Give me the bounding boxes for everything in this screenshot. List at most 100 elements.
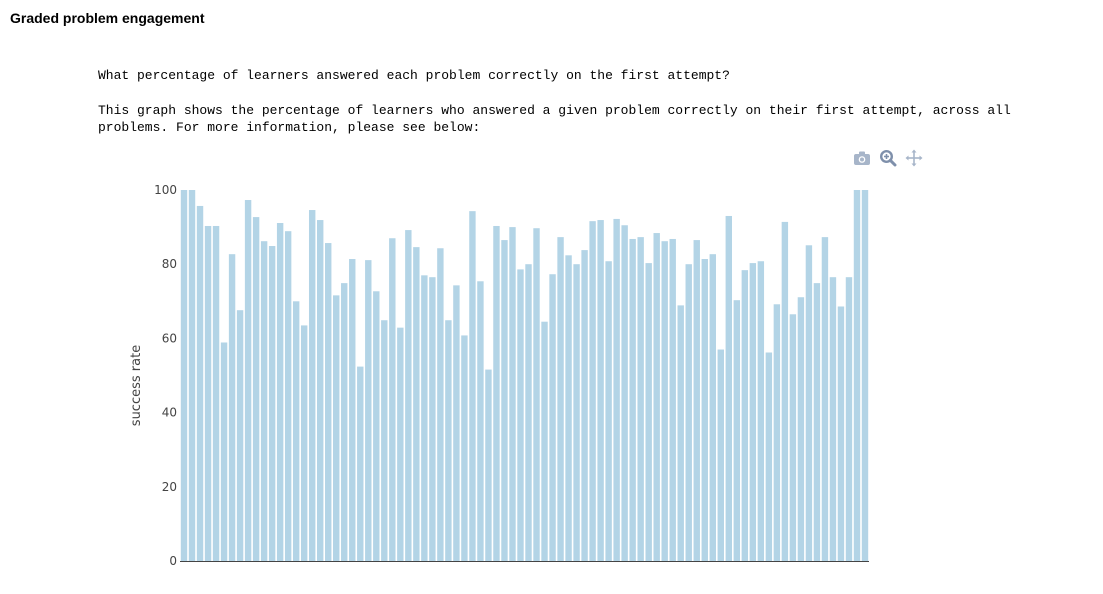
bar-13[interactable] [276, 223, 284, 561]
bar-32[interactable] [429, 277, 436, 561]
bar-16[interactable] [300, 325, 308, 561]
bar-24[interactable] [365, 260, 372, 561]
bar-64[interactable] [685, 264, 692, 561]
bar-7[interactable] [228, 254, 236, 561]
bar-86[interactable] [861, 190, 869, 561]
bar-62[interactable] [669, 238, 676, 561]
bar-40[interactable] [493, 225, 500, 562]
bar-85[interactable] [853, 190, 861, 561]
bar-22[interactable] [349, 259, 356, 561]
bar-5[interactable] [212, 225, 220, 562]
bar-2[interactable] [188, 190, 196, 561]
bar-52[interactable] [589, 221, 596, 561]
bar-11[interactable] [260, 241, 268, 561]
bar-28[interactable] [397, 327, 404, 561]
bar-34[interactable] [445, 320, 452, 561]
bar-10[interactable] [252, 217, 260, 561]
bar-25[interactable] [373, 291, 380, 561]
bar-19[interactable] [325, 243, 332, 562]
bar-68[interactable] [717, 349, 724, 561]
y-tick-label-100: 100 [154, 183, 177, 197]
bar-41[interactable] [501, 240, 508, 561]
bar-83[interactable] [837, 306, 845, 561]
bar-74[interactable] [765, 352, 773, 562]
bar-57[interactable] [629, 238, 636, 561]
bar-18[interactable] [317, 220, 324, 562]
bar-58[interactable] [637, 237, 644, 561]
bar-43[interactable] [517, 269, 524, 561]
bar-36[interactable] [461, 335, 468, 561]
bar-82[interactable] [829, 277, 837, 561]
bar-3[interactable] [196, 205, 204, 561]
bar-35[interactable] [453, 285, 460, 561]
bar-65[interactable] [693, 240, 700, 561]
bar-15[interactable] [292, 301, 300, 561]
bar-79[interactable] [805, 245, 813, 561]
bar-21[interactable] [341, 283, 348, 561]
bar-4[interactable] [204, 225, 212, 562]
bar-6[interactable] [220, 342, 228, 561]
bar-14[interactable] [284, 231, 292, 561]
bar-42[interactable] [509, 227, 516, 561]
y-tick-label-40: 40 [162, 406, 177, 420]
bar-47[interactable] [549, 274, 556, 561]
bar-31[interactable] [421, 275, 428, 561]
bar-67[interactable] [709, 254, 716, 561]
bar-81[interactable] [821, 237, 829, 561]
bar-17[interactable] [308, 210, 316, 561]
bar-50[interactable] [573, 264, 580, 561]
bar-54[interactable] [605, 261, 612, 561]
bar-9[interactable] [244, 200, 252, 561]
bar-71[interactable] [741, 270, 749, 561]
bars-group [180, 190, 869, 562]
section-title: Graded problem engagement [10, 10, 205, 26]
bar-73[interactable] [757, 261, 765, 561]
bar-48[interactable] [557, 237, 564, 561]
bar-59[interactable] [645, 263, 652, 561]
bar-75[interactable] [773, 304, 781, 561]
bar-29[interactable] [405, 230, 412, 561]
bar-76[interactable] [781, 221, 789, 561]
camera-icon[interactable] [852, 148, 872, 168]
bar-23[interactable] [357, 366, 364, 561]
y-tick-label-80: 80 [162, 257, 177, 271]
bar-77[interactable] [789, 314, 797, 561]
pan-icon[interactable] [904, 148, 924, 168]
bar-51[interactable] [581, 250, 588, 561]
y-tick-label-20: 20 [162, 480, 177, 494]
chart-modebar [852, 148, 924, 168]
bar-8[interactable] [236, 310, 244, 561]
bar-49[interactable] [565, 255, 572, 562]
bar-53[interactable] [597, 220, 604, 562]
bar-61[interactable] [661, 241, 668, 561]
bar-69[interactable] [725, 215, 732, 561]
bar-63[interactable] [677, 305, 684, 561]
bar-45[interactable] [533, 228, 540, 561]
bar-30[interactable] [413, 247, 420, 561]
y-tick-label-60: 60 [162, 331, 177, 345]
bar-44[interactable] [525, 264, 532, 561]
bar-12[interactable] [268, 246, 276, 561]
bar-78[interactable] [797, 297, 805, 561]
bar-55[interactable] [613, 218, 620, 561]
bar-39[interactable] [485, 369, 492, 561]
bar-66[interactable] [701, 259, 708, 561]
bar-1[interactable] [180, 190, 188, 561]
bar-33[interactable] [437, 248, 444, 561]
bar-60[interactable] [653, 233, 660, 562]
bar-20[interactable] [333, 295, 340, 561]
bar-37[interactable] [469, 211, 476, 561]
bar-70[interactable] [733, 300, 741, 561]
chart-description: This graph shows the percentage of learn… [98, 103, 1011, 135]
bar-27[interactable] [389, 238, 396, 562]
bar-72[interactable] [749, 263, 757, 561]
bar-26[interactable] [381, 320, 388, 561]
bar-84[interactable] [845, 277, 853, 561]
y-axis-ticks: 0 20 40 60 80 100 [154, 183, 177, 568]
bar-46[interactable] [541, 321, 548, 561]
bar-38[interactable] [477, 281, 484, 561]
zoom-icon[interactable] [878, 148, 898, 168]
bar-80[interactable] [813, 283, 821, 561]
bar-56[interactable] [621, 225, 628, 561]
